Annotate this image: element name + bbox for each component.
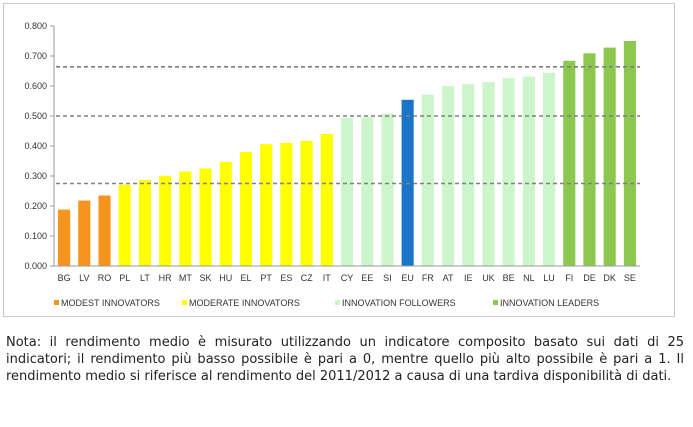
chart-frame: 0.000 0.100 0.200 0.300 0.400 0.500 0.600 0.700…	[3, 3, 675, 317]
x-tick-label: AT	[443, 273, 454, 283]
legend-swatch-modest	[54, 300, 59, 305]
x-tick-label: SE	[624, 273, 636, 283]
y-axis: 0.000 0.100 0.200 0.300 0.400 0.500 0.600 0.700…	[24, 21, 55, 271]
bars	[58, 41, 636, 266]
x-tick-label: IT	[323, 273, 332, 283]
legend: MODEST INNOVATORS MODERATE INNOVATORS INNO…	[54, 298, 599, 308]
bar-pt	[260, 144, 273, 266]
x-tick-label: RO	[98, 273, 112, 283]
y-tick-label: 0.200	[24, 201, 47, 211]
x-tick-label: HU	[219, 273, 232, 283]
bar-si	[381, 113, 394, 266]
x-tick-label: NL	[523, 273, 535, 283]
bar-lt	[138, 179, 151, 266]
y-tick-label: 0.600	[24, 81, 47, 91]
bar-bg	[58, 209, 71, 266]
bar-ee	[361, 117, 374, 266]
x-tick-label: DK	[603, 273, 616, 283]
x-tick-label: BE	[503, 273, 515, 283]
bar-dk	[603, 47, 616, 266]
bar-ro	[98, 195, 111, 266]
x-tick-label: EU	[401, 273, 414, 283]
bar-cy	[340, 118, 354, 266]
x-tick-label: BG	[58, 273, 71, 283]
x-tick-label: MT	[179, 273, 192, 283]
legend-label-followers: INNOVATION FOLLOWERS	[342, 298, 456, 308]
y-tick-label: 0.800	[24, 21, 47, 31]
bar-mt	[179, 171, 192, 266]
x-tick-label: LU	[543, 273, 555, 283]
x-tick-label: UK	[482, 273, 495, 283]
x-tick-label: SK	[200, 273, 212, 283]
bar-hr	[159, 175, 172, 266]
legend-label-leaders: INNOVATION LEADERS	[500, 298, 599, 308]
legend-swatch-moderate	[182, 300, 187, 305]
x-tick-label: FR	[422, 273, 434, 283]
legend-swatch-followers	[335, 300, 340, 305]
bar-nl	[522, 76, 535, 266]
bar-es	[280, 143, 293, 266]
bar-el	[239, 152, 253, 266]
bar-sk	[199, 168, 212, 266]
x-tick-label: EL	[240, 273, 251, 283]
bar-chart: 0.000 0.100 0.200 0.300 0.400 0.500 0.600 0.700…	[24, 21, 640, 308]
bar-cz	[300, 140, 313, 266]
bar-se	[623, 41, 636, 266]
y-tick-label: 0.500	[24, 111, 47, 121]
bar-lv	[78, 200, 91, 266]
bar-fi	[563, 60, 576, 266]
legend-label-modest: MODEST INNOVATORS	[61, 298, 160, 308]
bar-it	[320, 134, 333, 266]
bar-pl	[118, 184, 131, 266]
legend-swatch-leaders	[493, 300, 498, 305]
bar-lu	[543, 72, 556, 266]
x-tick-label: EE	[361, 273, 373, 283]
y-tick-label: 0.400	[24, 141, 47, 151]
bar-at	[441, 86, 455, 266]
y-tick-label: 0.100	[24, 231, 47, 241]
x-tick-label: LT	[140, 273, 150, 283]
x-tick-label: HR	[159, 273, 172, 283]
bar-de	[583, 53, 596, 266]
x-tick-label: FI	[565, 273, 573, 283]
x-tick-label: PT	[260, 273, 272, 283]
bar-be	[502, 78, 515, 266]
bar-hu	[219, 161, 232, 266]
x-tick-label: CZ	[301, 273, 313, 283]
x-axis: BG LV RO PL LT HR MT SK HU EL PT ES CZ IT CY EE SI EU FR AT…	[54, 265, 640, 283]
y-tick-label: 0.300	[24, 171, 47, 181]
x-tick-label: PL	[119, 273, 130, 283]
x-tick-label: DE	[583, 273, 596, 283]
x-tick-label: IE	[464, 273, 473, 283]
bar-uk	[482, 82, 495, 266]
x-tick-label: CY	[341, 273, 354, 283]
x-tick-label: SI	[383, 273, 392, 283]
legend-label-moderate: MODERATE INNOVATORS	[189, 298, 300, 308]
threshold-lines	[56, 65, 640, 185]
bar-fr	[421, 94, 434, 266]
y-tick-label: 0.700	[24, 51, 47, 61]
bar-ie	[462, 84, 475, 266]
x-tick-label: LV	[79, 273, 89, 283]
chart-note: Nota: il rendimento medio è misurato uti…	[6, 335, 684, 384]
y-tick-label: 0.000	[24, 261, 47, 271]
x-tick-label: ES	[280, 273, 292, 283]
